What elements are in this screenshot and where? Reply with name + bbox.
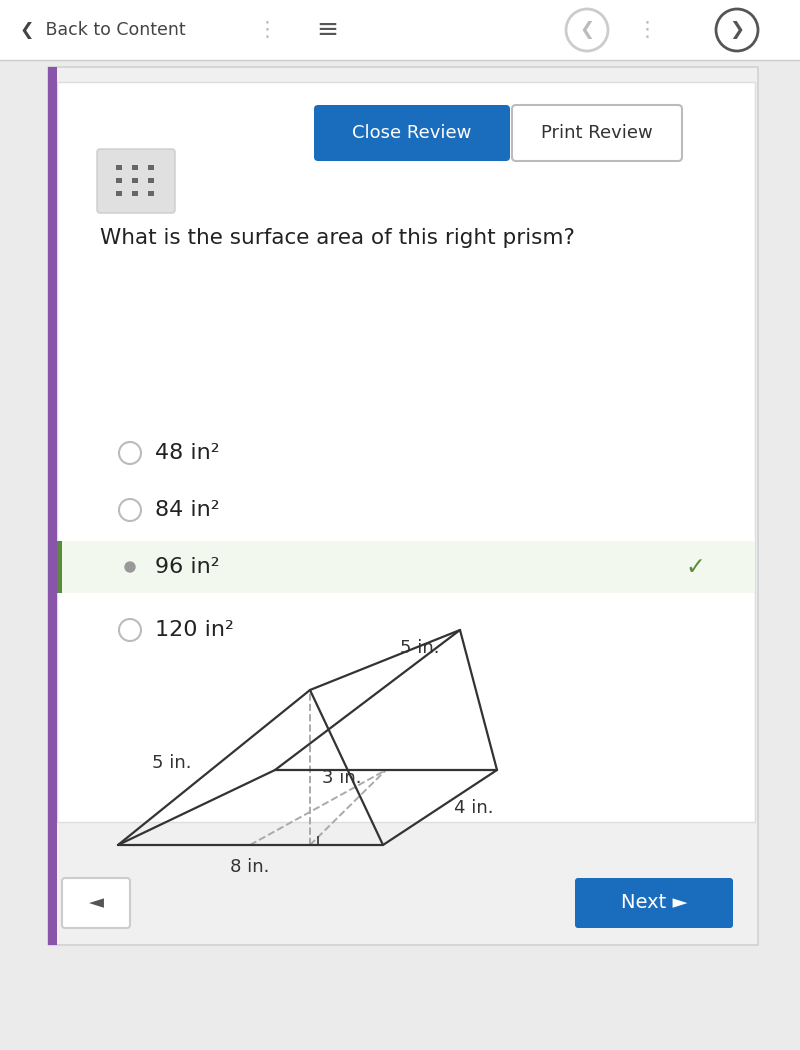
Bar xyxy=(132,178,138,183)
Bar xyxy=(116,165,122,170)
FancyBboxPatch shape xyxy=(575,878,733,928)
Bar xyxy=(132,165,138,170)
FancyBboxPatch shape xyxy=(512,105,682,161)
Text: ◄: ◄ xyxy=(89,894,103,912)
Text: ❮  Back to Content: ❮ Back to Content xyxy=(20,21,186,39)
Text: 84 in²: 84 in² xyxy=(155,500,220,520)
Bar xyxy=(116,191,122,196)
Text: 3 in.: 3 in. xyxy=(322,769,362,788)
Bar xyxy=(148,178,154,183)
Bar xyxy=(57,541,62,593)
Text: What is the surface area of this right prism?: What is the surface area of this right p… xyxy=(100,228,575,248)
Text: ⋮: ⋮ xyxy=(257,20,278,40)
FancyBboxPatch shape xyxy=(48,67,758,945)
Text: ✓: ✓ xyxy=(685,555,705,579)
FancyBboxPatch shape xyxy=(57,541,755,593)
FancyBboxPatch shape xyxy=(0,0,800,60)
FancyBboxPatch shape xyxy=(97,149,175,213)
Text: 4 in.: 4 in. xyxy=(454,799,494,817)
Bar xyxy=(132,191,138,196)
Text: ⋮: ⋮ xyxy=(637,20,658,40)
Text: Print Review: Print Review xyxy=(541,124,653,142)
Text: 120 in²: 120 in² xyxy=(155,620,234,640)
Text: ❮: ❮ xyxy=(579,21,594,39)
FancyBboxPatch shape xyxy=(314,105,510,161)
Bar xyxy=(116,178,122,183)
FancyBboxPatch shape xyxy=(62,878,130,928)
FancyBboxPatch shape xyxy=(57,82,755,822)
Text: Close Review: Close Review xyxy=(352,124,472,142)
Bar xyxy=(148,191,154,196)
Text: ❯: ❯ xyxy=(730,21,745,39)
Text: 8 in.: 8 in. xyxy=(230,858,270,876)
Text: 48 in²: 48 in² xyxy=(155,443,220,463)
Text: 5 in.: 5 in. xyxy=(400,639,439,657)
Circle shape xyxy=(125,562,135,572)
Bar xyxy=(48,67,57,945)
Bar xyxy=(148,165,154,170)
Text: ≡: ≡ xyxy=(316,17,338,43)
Text: 5 in.: 5 in. xyxy=(153,754,192,772)
Text: 96 in²: 96 in² xyxy=(155,556,220,578)
Text: Next ►: Next ► xyxy=(621,894,687,912)
